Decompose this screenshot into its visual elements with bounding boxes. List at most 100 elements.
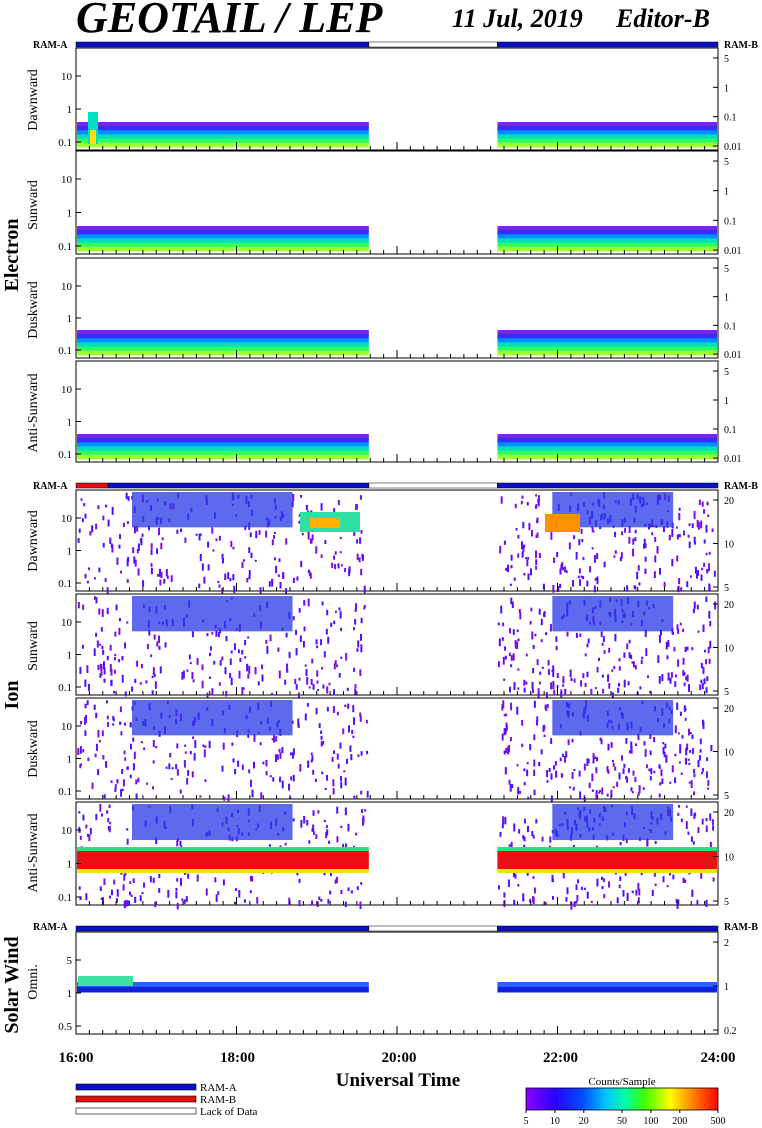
y-tick-right: 10 [724,748,734,759]
colorbar-tick-label: 10 [550,1116,560,1127]
y-tick-right: 10 [724,540,734,551]
panel-electron-dawnward [75,47,719,151]
y-tick-left: 1 [67,313,73,325]
y-tick-right: 10 [724,853,734,864]
y-tick-right: 1 [724,396,729,407]
y-tick-right: 5 [724,264,729,275]
editor-label: Editor-B [615,4,710,33]
ram-bars-layer [75,41,719,932]
panel-electron-anti-sunward [75,360,719,463]
y-tick-right: 5 [724,367,729,378]
y-tick-left: 0.1 [58,578,72,590]
panel-label-electron-sunward: Sunward [26,180,41,230]
legend-label-ram-a: RAM-A [200,1082,237,1094]
y-tick-left: 10 [61,174,73,186]
y-tick-right: 2 [724,938,729,949]
ram-segment [368,41,498,48]
legend-label-lack-of-data: Lack of Data [200,1106,258,1118]
y-tick-right: 20 [724,496,734,507]
ram-segment [75,41,370,48]
panel-ion-anti-sunward [75,801,719,910]
y-tick-left: 0.1 [58,682,72,694]
colorbar-tick-label: 100 [643,1116,658,1127]
y-tick-right: 0.2 [724,1026,737,1037]
y-tick-left: 1 [67,754,73,766]
colorbar-tick-label: 50 [617,1116,627,1127]
y-tick-left: 10 [61,825,73,837]
group-label-electron: Electron [1,219,23,292]
panel-label-solar-wind-omni: Omni. [26,964,41,999]
panel-electron-duskward [75,257,719,359]
y-tick-right: 1 [724,83,729,94]
x-tick-22: 22:00 [543,1050,578,1066]
colorbar-ticks: 5 10 20 50 100 200 500 [524,1110,726,1127]
y-tick-right: 1 [724,293,729,304]
panel-electron-sunward [75,150,719,255]
y-tick-right: 0.1 [724,425,737,436]
ram-b-label-solar-wind: RAM-B [724,922,758,933]
y-tick-right: 0.1 [724,216,737,227]
colorbar-tick-label: 500 [711,1116,726,1127]
ram-a-label-solar-wind: RAM-A [33,922,68,933]
colorbar-tick-label: 200 [672,1116,687,1127]
legend: RAM-A RAM-B Lack of Data [75,1082,258,1118]
x-tick-20: 20:00 [382,1050,417,1066]
y-tick-right: 0.01 [724,246,742,257]
ticks-layer: 10 1 0.1 5 1 0.1 0.01 10 1 0.1 5 1 0.1 0.01 10 1 0.1 5 1 0.… [58,54,741,1037]
panel-label-ion-sunward: Sunward [26,621,41,671]
panel-label-electron-duskward: Duskward [26,281,41,339]
y-tick-left: 1 [67,650,73,662]
y-tick-left: 1 [67,988,73,1000]
y-tick-left: 0.1 [58,786,72,798]
colorbar-gradient [525,1087,719,1111]
y-tick-right: 0.1 [724,321,737,332]
y-tick-right: 0.01 [724,454,742,465]
ram-segment [75,482,109,489]
y-tick-right: 1 [724,982,729,993]
y-tick-left: 10 [61,281,73,293]
x-axis-label: Universal Time [336,1070,460,1091]
legend-swatch-ram-b [75,1095,197,1103]
page-title: GEOTAIL / LEP [76,0,384,42]
panel-label-ion-dawnward: Dawnward [26,510,41,571]
y-tick-left: 5 [67,955,73,967]
y-tick-right: 5 [724,897,729,908]
y-tick-right: 1 [724,187,729,198]
y-tick-left: 10 [61,71,73,83]
panel-label-ion-duskward: Duskward [26,720,41,778]
y-tick-right: 5 [724,583,729,594]
colorbar-title: Counts/Sample [588,1076,655,1088]
legend-label-ram-b: RAM-B [200,1094,236,1106]
y-tick-left: 0.1 [58,241,72,253]
ram-a-label-electron: RAM-A [33,40,68,51]
y-tick-right: 0.01 [724,350,742,361]
y-tick-right: 5 [724,54,729,65]
panels-layer [75,47,719,1035]
group-label-ion: Ion [1,681,23,710]
y-tick-left: 1 [67,546,73,558]
ram-segment [368,482,498,489]
y-tick-left: 10 [61,384,73,396]
panel-label-electron-anti-sunward: Anti-Sunward [26,373,41,452]
x-tick-18: 18:00 [220,1050,255,1066]
colorbar-tick-label: 20 [579,1116,589,1127]
group-label-solar-wind: Solar Wind [1,936,23,1033]
y-tick-right: 0.1 [724,113,737,124]
ram-b-label-electron: RAM-B [724,40,758,51]
y-tick-left: 1 [67,417,73,429]
panel-ion-dawnward [75,489,719,596]
y-tick-left: 10 [61,721,73,733]
panel-ion-sunward [75,593,719,701]
colorbar: Counts/Sample 5 10 20 50 100 200 500 [524,1076,726,1127]
ram-b-label-ion: RAM-B [724,481,758,492]
panel-solar-wind-omni [75,931,719,1035]
ram-segment [107,482,370,489]
ram-segment [368,925,498,932]
y-tick-right: 0.01 [724,142,742,153]
ram-segment [497,41,719,48]
y-tick-right: 5 [724,687,729,698]
y-tick-left: 0.1 [58,892,72,904]
panel-label-ion-anti-sunward: Anti-Sunward [26,813,41,892]
y-tick-left: 0.1 [58,345,72,357]
